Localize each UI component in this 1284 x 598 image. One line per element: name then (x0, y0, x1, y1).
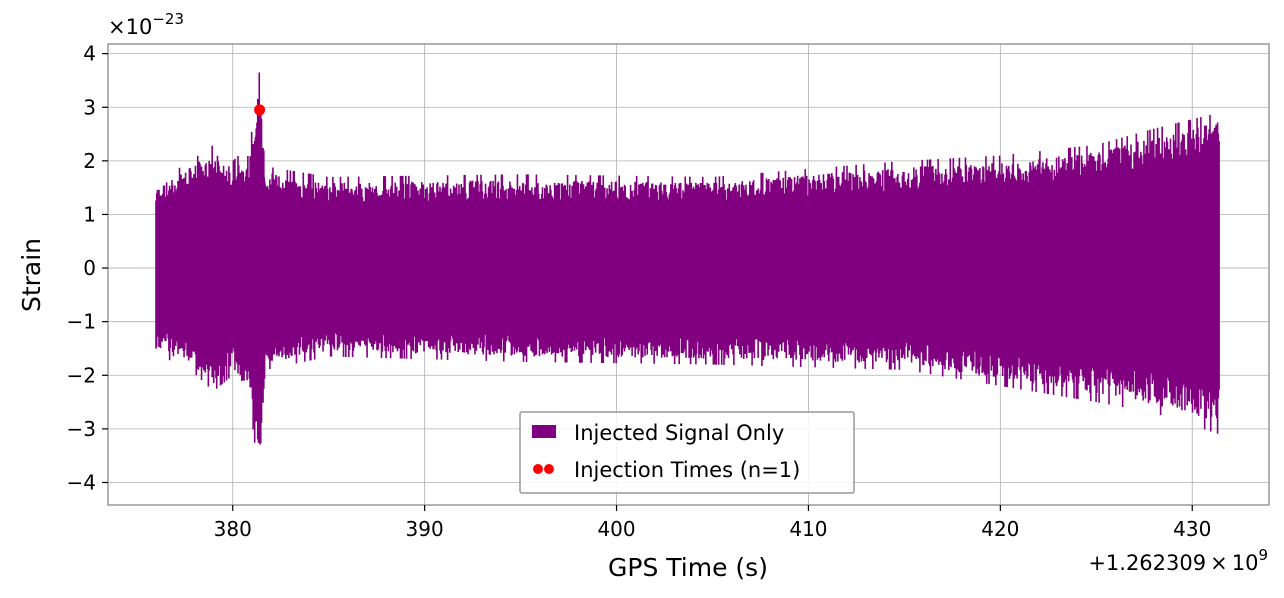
y-tick-label: −2 (67, 363, 96, 387)
y-tick-label: −4 (67, 470, 96, 494)
axis-ticks: 380 390 400 410 420 430 −4 −3 −2 −1 0 1 2 3 4 (67, 42, 1212, 541)
legend-label-injection-times: Injection Times (n=1) (574, 458, 800, 482)
legend-box (519, 411, 855, 494)
x-tick-label: 410 (789, 517, 827, 541)
y-tick-label: −1 (67, 310, 96, 334)
y-tick-label: 0 (83, 256, 96, 280)
y-scale-label: ×10−23 (108, 10, 184, 39)
x-axis-title: GPS Time (s) (608, 553, 768, 582)
x-tick-label: 400 (597, 517, 635, 541)
x-tick-label: 390 (406, 517, 444, 541)
y-axis-title: Strain (17, 238, 46, 312)
legend-marker-injection-dot-1 (533, 464, 543, 474)
plot-frame (107, 43, 1270, 506)
y-tick-label: 1 (83, 202, 96, 226)
x-tick-label: 430 (1173, 517, 1211, 541)
legend-label-injected-signal: Injected Signal Only (574, 421, 784, 445)
x-tick-label: 420 (981, 517, 1019, 541)
y-tick-label: 4 (83, 42, 96, 66)
y-tick-label: −3 (67, 417, 96, 441)
series-injected-signal-core (155, 143, 1220, 405)
legend-swatch-injected-signal (532, 425, 556, 438)
legend: Injected Signal Only Injection Times (n=… (519, 411, 855, 494)
y-tick-label: 2 (83, 149, 96, 173)
y-tick-label: 3 (83, 95, 96, 119)
x-tick-label: 380 (214, 517, 252, 541)
injection-time-marker (254, 104, 266, 116)
x-offset-label: +1.262309 × 109 (1088, 546, 1268, 575)
legend-marker-injection-dot-2 (544, 464, 554, 474)
plot-series (155, 72, 1220, 445)
